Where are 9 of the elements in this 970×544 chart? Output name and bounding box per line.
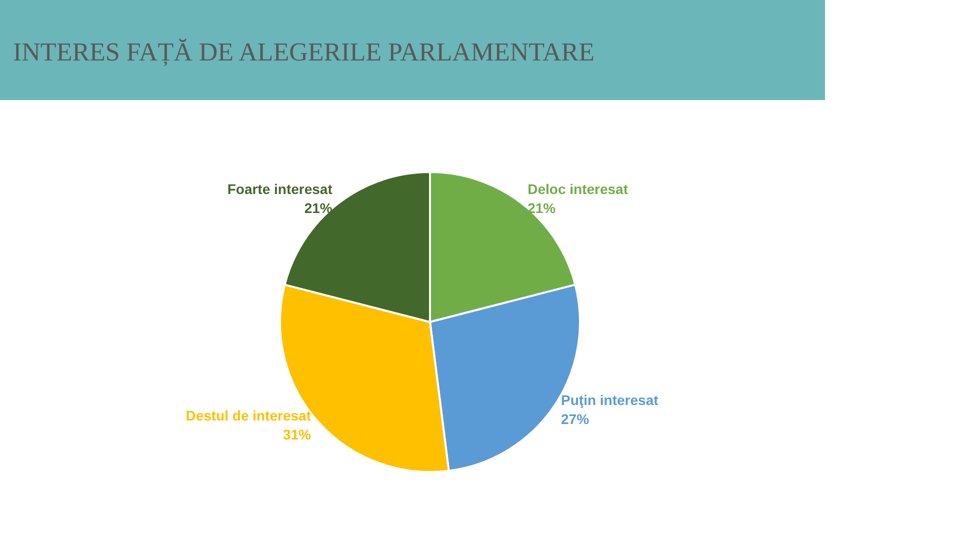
- data-label: 31%: [282, 426, 312, 443]
- slice-label: Destul de interesat: [186, 408, 312, 424]
- chart-title: INTERES FAȚĂ DE ALEGERILE PARLAMENTARE: [13, 38, 594, 66]
- slice-label: Deloc interesat: [528, 181, 628, 198]
- data-label: 21%: [304, 200, 333, 216]
- data-label: 27%: [561, 411, 590, 428]
- data-label: 21%: [528, 200, 556, 216]
- slice-label: Foarte interesat: [227, 181, 333, 198]
- slice-label: Puţin interesat: [561, 392, 659, 408]
